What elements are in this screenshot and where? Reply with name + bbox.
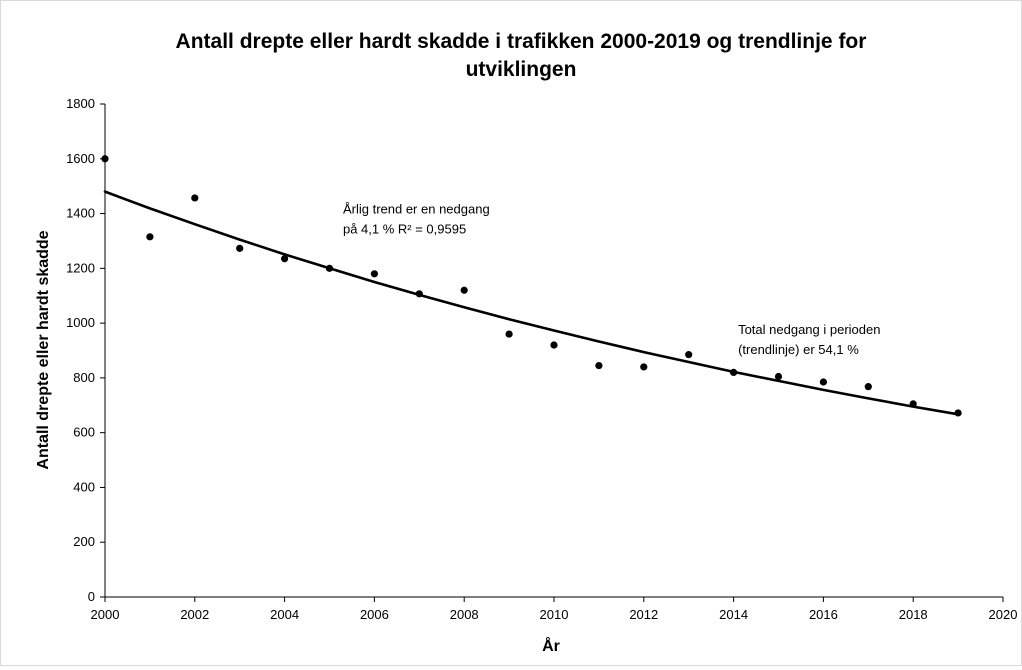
x-tick-label: 2008: [450, 607, 479, 622]
data-point: [236, 244, 244, 252]
y-tick-label: 1600: [66, 151, 95, 166]
data-point: [191, 194, 199, 202]
x-axis-title: År: [542, 636, 560, 655]
annotation-text: (trendlinje) er 54,1 %: [738, 342, 859, 357]
data-point: [505, 330, 513, 338]
axes-layer: 0 200 400 600 800 1000 1200 1400 1600 1800 2000 200…: [66, 96, 1017, 622]
x-tick-label: 2000: [91, 607, 120, 622]
annotations-layer: Årlig trend er en nedgang på 4,1 % R² = 0…: [343, 202, 881, 358]
data-point: [325, 264, 334, 272]
data-point: [595, 361, 603, 370]
data-point: [774, 372, 783, 381]
x-tick-label: 2006: [360, 607, 389, 622]
data-point: [909, 400, 917, 408]
y-tick-label: 1400: [66, 206, 95, 221]
x-tick-label: 2014: [719, 607, 748, 622]
chart-title-line-2: utviklingen: [466, 58, 577, 81]
y-tick-label: 600: [73, 425, 95, 440]
data-point: [864, 383, 872, 391]
data-point: [460, 286, 468, 294]
x-tick-label: 2010: [540, 607, 569, 622]
x-tick-label: 2018: [899, 607, 928, 622]
trendline: [103, 190, 960, 416]
points-layer: [101, 155, 962, 417]
chart-title-line-1: Antall drepte eller hardt skadde i trafi…: [176, 30, 867, 53]
data-point: [640, 363, 648, 371]
data-point: [819, 378, 828, 386]
data-point: [954, 409, 962, 417]
y-tick-label: 0: [88, 589, 95, 604]
data-point: [685, 351, 693, 359]
x-tick-label: 2002: [180, 607, 209, 622]
annotation-text: på 4,1 % R² = 0,9595: [343, 222, 466, 237]
data-point: [101, 155, 109, 163]
data-point: [730, 368, 738, 377]
x-tick-label: 2020: [989, 607, 1018, 622]
data-point: [370, 270, 378, 278]
annotation-text: Total nedgang i perioden: [738, 322, 880, 337]
y-tick-label: 800: [73, 370, 95, 385]
data-point: [415, 290, 423, 298]
y-tick-label: 400: [73, 479, 95, 494]
x-tick-label: 2012: [629, 607, 658, 622]
y-tick-label: 1800: [66, 96, 95, 111]
data-point: [146, 233, 154, 241]
data-point: [550, 341, 558, 349]
y-tick-label: 1000: [66, 315, 95, 330]
data-point: [281, 255, 289, 263]
annotation-text: Årlig trend er en nedgang: [343, 202, 490, 217]
x-tick-label: 2016: [809, 607, 838, 622]
y-tick-label: 1200: [66, 260, 95, 275]
trendline-layer: [103, 190, 960, 416]
x-tick-label: 2004: [270, 607, 299, 622]
y-tick-label: 200: [73, 534, 95, 549]
y-axis-title: Antall drepte eller hardt skadde: [35, 230, 52, 469]
